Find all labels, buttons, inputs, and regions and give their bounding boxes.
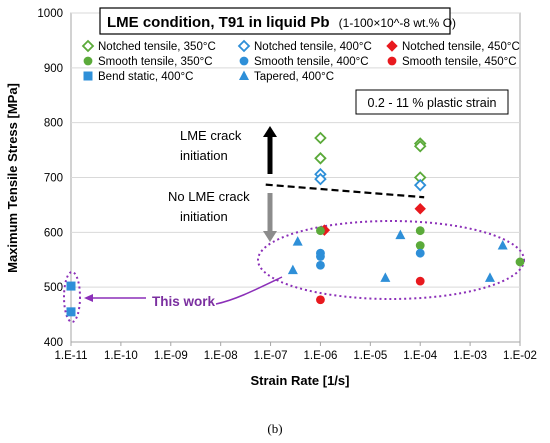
- legend-marker: [83, 71, 93, 81]
- legend-marker: [387, 56, 397, 66]
- data-points: [66, 131, 525, 317]
- chart-title-note: (1-100×10^-8 wt.% O): [339, 16, 456, 30]
- no-lme-crack-label-line2: initiation: [180, 209, 228, 224]
- y-tick-label: 400: [44, 337, 63, 349]
- point-bend-static-400-c: [66, 281, 76, 291]
- this-work-left-arrow-head: [84, 294, 93, 302]
- point-notched-tensile-350-c: [314, 152, 327, 165]
- legend-label: Smooth tensile, 350°C: [98, 56, 213, 68]
- legend-marker: [386, 40, 398, 52]
- x-tick-label: 1.E-10: [104, 350, 138, 362]
- y-axis-ticks: 400 500 600 700 800 900 1000: [37, 8, 63, 349]
- no-lme-crack-label-line1: No LME crack: [168, 189, 250, 204]
- point-smooth-tensile-400-c: [316, 252, 325, 261]
- y-tick-label: 800: [44, 118, 63, 130]
- y-tick-label: 700: [44, 173, 63, 185]
- chart-title: LME condition, T91 in liquid Pb (1-100×1…: [107, 14, 456, 31]
- no-lme-down-arrow-head: [263, 231, 277, 242]
- legend-marker: [237, 39, 251, 53]
- legend-label: Bend static, 400°C: [98, 71, 193, 83]
- x-tick-label: 1.E-03: [453, 350, 487, 362]
- legend-marker: [239, 70, 249, 80]
- point-tapered-400-c: [380, 272, 391, 282]
- legend-label: Notched tensile, 450°C: [402, 41, 520, 53]
- point-notched-tensile-400-c: [314, 172, 327, 186]
- legend-marker: [239, 56, 249, 66]
- this-work-label: This work: [152, 294, 216, 309]
- x-axis-title: Strain Rate [1/s]: [251, 373, 350, 388]
- point-tapered-400-c: [287, 264, 298, 275]
- x-tick-label: 1.E-04: [403, 350, 437, 362]
- point-tapered-400-c: [484, 272, 495, 282]
- point-smooth-tensile-400-c: [415, 248, 425, 258]
- y-tick-label: 500: [44, 282, 63, 294]
- strain-box: [355, 89, 509, 115]
- literature-data-ellipse: [257, 220, 525, 300]
- x-tick-label: 1.E-02: [503, 350, 537, 362]
- x-tick-label: 1.E-09: [154, 350, 188, 362]
- lme-up-arrow-head: [263, 126, 277, 137]
- point-smooth-tensile-450-c: [415, 276, 425, 286]
- x-axis-ticks: 1.E-11 1.E-10 1.E-09 1.E-08 1.E-07 1.E-06 1.E-…: [54, 342, 537, 362]
- point-notched-tensile-350-c: [413, 139, 427, 153]
- point-tapered-400-c: [292, 236, 303, 246]
- this-work-ellipse: [63, 271, 81, 323]
- point-bend-static-400-c: [66, 307, 76, 317]
- x-tick-label: 1.E-06: [303, 350, 337, 362]
- legend-marker: [83, 56, 93, 66]
- x-tick-label: 1.E-05: [353, 350, 387, 362]
- lme-threshold-dashed-line: [265, 183, 425, 199]
- title-box: [99, 7, 451, 35]
- panel-label: (b): [267, 421, 282, 436]
- strain-box-label: 0.2 - 11 % plastic strain: [368, 96, 497, 110]
- point-notched-tensile-400-c: [413, 178, 427, 192]
- legend: Notched tensile, 350°C Notched tensile, 4…: [81, 39, 520, 83]
- legend-label: Smooth tensile, 450°C: [402, 56, 517, 68]
- point-notched-tensile-350-c: [314, 131, 327, 145]
- point-smooth-tensile-350-c: [316, 226, 325, 236]
- legend-marker: [81, 39, 95, 53]
- y-tick-label: 900: [44, 63, 63, 75]
- y-tick-label: 1000: [37, 8, 63, 20]
- legend-label: Notched tensile, 350°C: [98, 41, 216, 53]
- y-axis-title: Maximum Tensile Stress [MPa]: [5, 83, 20, 273]
- x-tick-label: 1.E-08: [204, 350, 238, 362]
- lme-crack-label-line2: initiation: [180, 148, 228, 163]
- point-smooth-tensile-350-c: [515, 257, 525, 267]
- point-smooth-tensile-350-c: [415, 241, 425, 250]
- point-tapered-400-c: [395, 229, 406, 240]
- point-tapered-400-c: [497, 239, 508, 250]
- point-smooth-tensile-400-c: [316, 260, 325, 270]
- y-tick-label: 600: [44, 227, 63, 239]
- this-work-right-connector: [215, 276, 283, 305]
- point-smooth-tensile-350-c: [415, 226, 425, 236]
- x-tick-label: 1.E-07: [254, 350, 288, 362]
- legend-label: Tapered, 400°C: [254, 71, 334, 83]
- legend-label: Notched tensile, 400°C: [254, 41, 372, 53]
- chart-title-main: LME condition, T91 in liquid Pb: [107, 14, 330, 31]
- point-smooth-tensile-450-c: [316, 295, 325, 305]
- legend-label: Smooth tensile, 400°C: [254, 56, 369, 68]
- point-notched-tensile-450-c: [414, 203, 426, 215]
- lme-crack-label-line1: LME crack: [180, 128, 242, 143]
- x-tick-label: 1.E-11: [54, 350, 87, 362]
